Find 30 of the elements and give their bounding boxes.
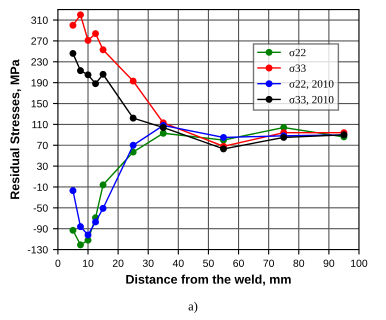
legend-label: σ22, 2010 <box>289 80 334 90</box>
y-tick-label: -130 <box>28 246 48 254</box>
y-tick-label: 30 <box>36 162 48 170</box>
x-axis-title: Distance from the weld, mm <box>126 274 291 286</box>
y-tick-label: 190 <box>32 79 48 87</box>
y-tick-label: 270 <box>31 37 48 45</box>
x-tick-label: 0 <box>55 260 60 267</box>
legend-label: σ22 <box>289 48 306 56</box>
x-tick-label: 80 <box>293 260 304 267</box>
y-tick-label: -90 <box>34 225 48 233</box>
text: a) <box>188 302 198 314</box>
y-tick-label: 310 <box>31 16 48 24</box>
y-tick-label: -50 <box>34 204 48 212</box>
x-tick-label: 60 <box>233 260 244 267</box>
y-tick-label: 230 <box>31 58 48 66</box>
x-tick-label: 100 <box>351 260 368 267</box>
x-tick-label: 10 <box>83 260 94 267</box>
legend-label: σ33, 2010 <box>289 96 334 105</box>
y-tick-label: 110 <box>32 120 48 128</box>
x-tick-label: 50 <box>203 260 214 267</box>
x-tick-label: 30 <box>142 260 154 267</box>
x-tick-label: 40 <box>172 260 184 267</box>
x-tick-label: 70 <box>263 260 274 267</box>
y-tick-label: -10 <box>34 183 48 191</box>
y-axis-title: Residual Stresses, MPa <box>10 59 22 199</box>
x-tick-label: 90 <box>324 260 334 267</box>
y-tick-label: 70 <box>37 142 48 150</box>
legend-label: σ33 <box>289 64 306 72</box>
y-tick-label: 150 <box>32 100 48 108</box>
x-tick-label: 20 <box>112 260 124 267</box>
